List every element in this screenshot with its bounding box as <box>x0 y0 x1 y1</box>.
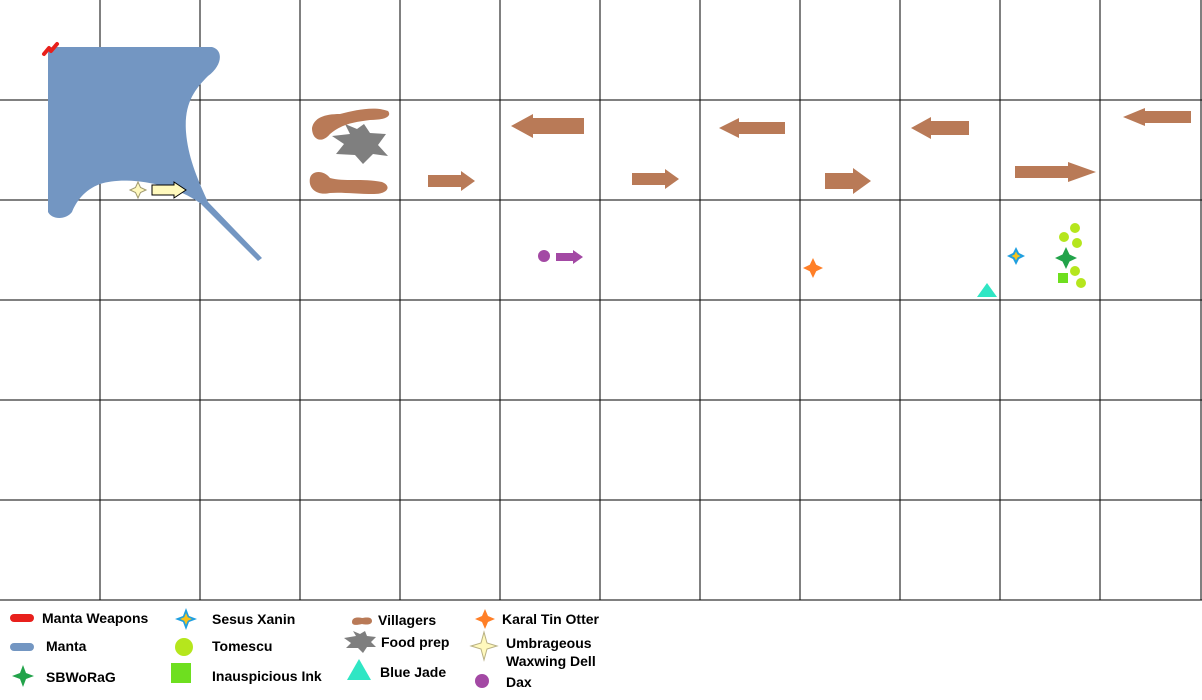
manta-weapons <box>42 42 59 56</box>
movement-arrow <box>428 171 475 191</box>
food-prep-token[interactable] <box>332 124 388 164</box>
legend-label-sbworag: SBWoRaG <box>46 669 116 685</box>
tomescu-token <box>1072 238 1082 248</box>
purple-circle-icon <box>475 674 489 688</box>
inauspicious-token <box>1058 273 1068 283</box>
villager-token <box>309 172 388 194</box>
movement-arrows <box>151 108 1191 264</box>
legend-label-blue-jade: Blue Jade <box>380 664 447 680</box>
movement-arrow <box>556 250 583 264</box>
blue-capsule-icon <box>10 643 34 651</box>
teal-triangle-icon <box>347 659 371 680</box>
orange-four-point-star-icon <box>475 609 495 629</box>
gray-six-point-star-icon <box>344 631 376 653</box>
manta-weapon-mark <box>49 42 59 53</box>
movement-arrow <box>911 117 969 139</box>
tomescu-token <box>1070 223 1080 233</box>
legend-label-dax: Dax <box>506 674 532 690</box>
unit-tokens <box>128 180 1086 297</box>
manta-body <box>48 47 262 261</box>
legend-label-inauspicious-ink: Inauspicious Ink <box>212 668 322 684</box>
legend-label-food-prep: Food prep <box>381 634 450 650</box>
manta-weapon-mark <box>42 46 51 56</box>
dax-token <box>538 250 550 262</box>
manta-token[interactable] <box>42 42 262 261</box>
green-four-point-star-icon <box>12 665 34 687</box>
legend-label-manta: Manta <box>46 638 87 654</box>
sbworag-token <box>1055 247 1077 269</box>
brown-blob-icon <box>352 617 372 625</box>
villager-token <box>312 108 390 140</box>
tomescu-token <box>1059 232 1069 242</box>
legend-label-umbrageous-line2: Waxwing Dell <box>506 653 596 669</box>
legend-label-karal-tin-otter: Karal Tin Otter <box>502 611 599 627</box>
umbrageous-token <box>128 180 148 200</box>
tomescu-token <box>1070 266 1080 276</box>
battle-map <box>0 0 1202 601</box>
villager-group[interactable] <box>309 108 390 194</box>
blue-gold-star-icon <box>175 608 197 630</box>
legend-label-manta-weapons: Manta Weapons <box>42 610 149 626</box>
movement-arrow <box>511 114 584 138</box>
legend-label-villagers: Villagers <box>378 612 437 628</box>
map-legend: Manta Weapons Manta SBWoRaG Sesus Xanin … <box>0 600 1202 700</box>
movement-arrow <box>719 118 785 138</box>
red-capsule-icon <box>10 614 34 622</box>
movement-arrow <box>151 181 187 199</box>
movement-arrow <box>1123 108 1191 126</box>
green-square-icon <box>171 663 191 683</box>
lime-circle-icon <box>175 638 193 656</box>
blue-jade-token <box>977 283 997 297</box>
pale-yellow-star-icon <box>469 630 499 662</box>
movement-arrow <box>632 169 679 189</box>
sesus-token-core <box>1011 251 1021 261</box>
legend-label-sesus-xanin: Sesus Xanin <box>212 611 296 627</box>
map-grid <box>0 0 1202 601</box>
tomescu-token <box>1076 278 1086 288</box>
legend-label-umbrageous-line1: Umbrageous <box>506 635 592 651</box>
movement-arrow <box>825 168 871 194</box>
legend-label-tomescu: Tomescu <box>212 638 273 654</box>
movement-arrow <box>1015 162 1096 182</box>
karal-token <box>803 258 823 278</box>
